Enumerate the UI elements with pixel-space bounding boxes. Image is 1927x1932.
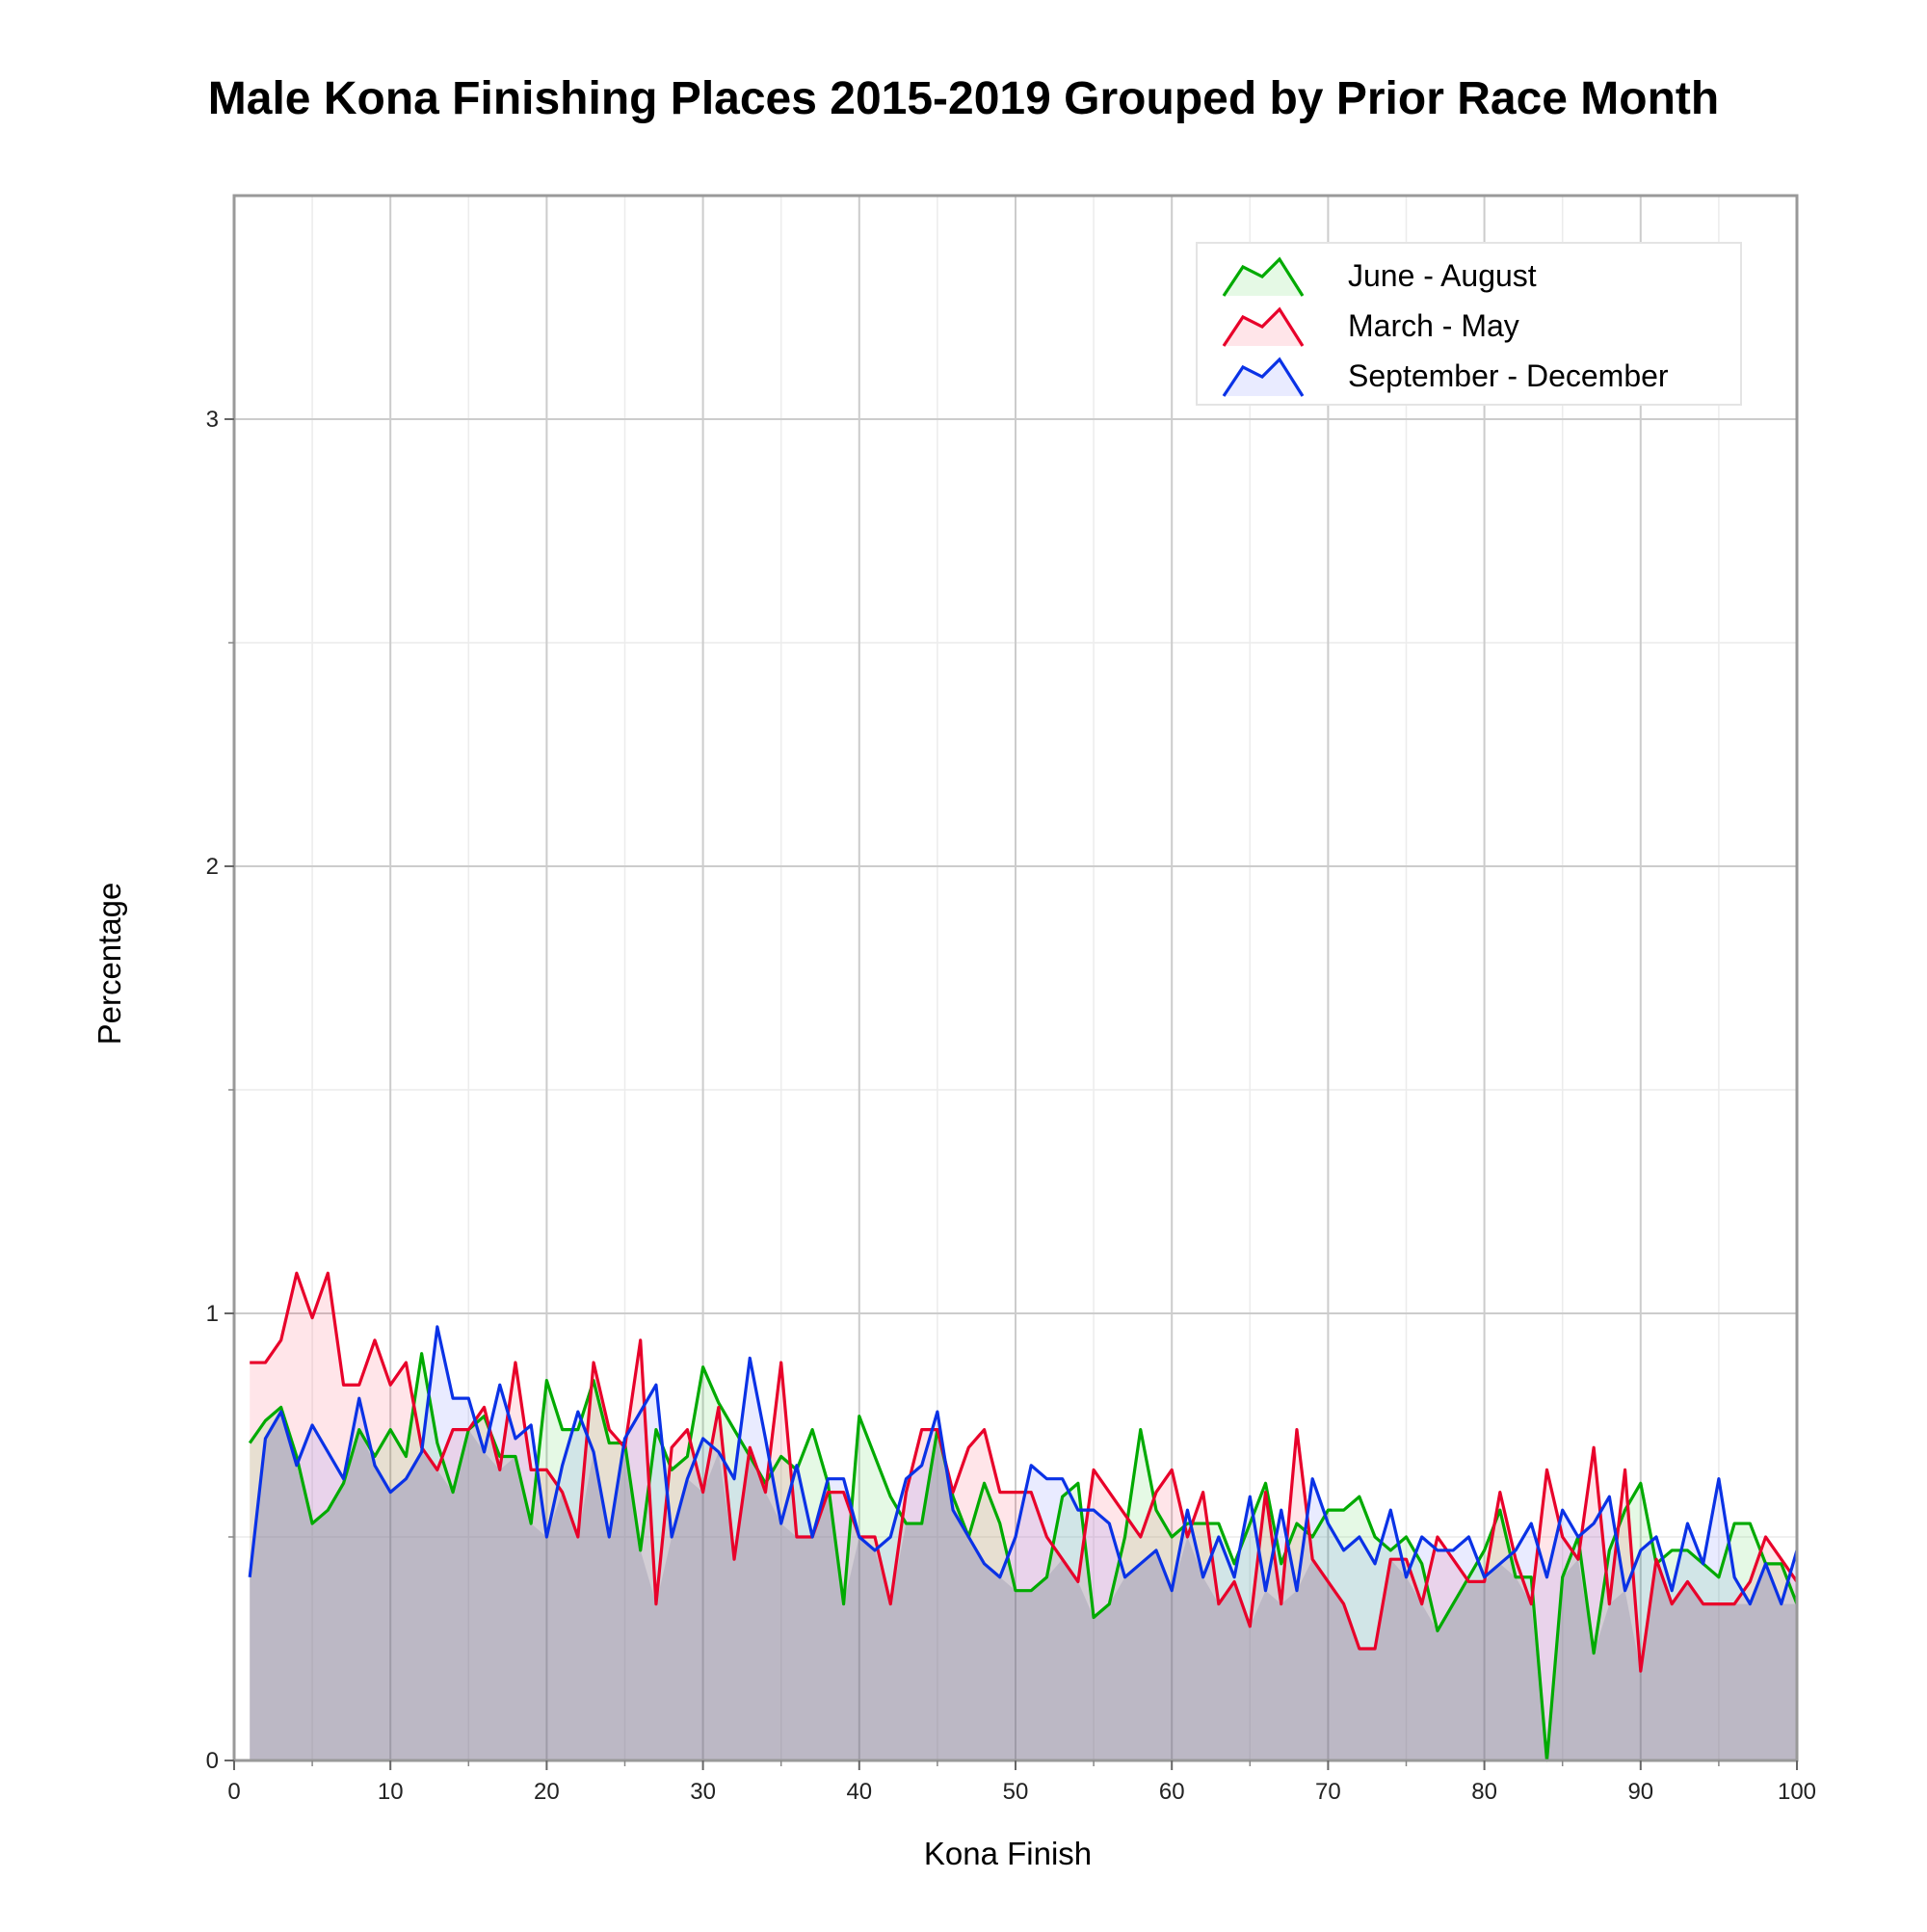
x-axis-ticks: 0 10 20 30 40 50 60 70 80 90 100 — [227, 1760, 1816, 1805]
x-tick-label: 100 — [1778, 1779, 1816, 1805]
legend-label: March - May — [1348, 308, 1519, 343]
series-lines — [248, 1271, 1799, 1762]
series-areas — [250, 1273, 1798, 1760]
y-axis-ticks: 0 1 2 3 — [206, 407, 234, 1774]
legend-label: June - August — [1348, 258, 1537, 293]
y-tick-label: 1 — [206, 1301, 219, 1327]
x-tick-label: 0 — [227, 1779, 240, 1805]
x-tick-label: 80 — [1471, 1779, 1497, 1805]
x-tick-label: 90 — [1627, 1779, 1653, 1805]
legend-label: September - December — [1348, 358, 1669, 393]
x-tick-label: 20 — [534, 1779, 560, 1805]
x-tick-label: 50 — [1003, 1779, 1029, 1805]
y-axis-label: Percentage — [92, 883, 127, 1045]
area-september-december — [250, 1326, 1798, 1760]
chart-title: Male Kona Finishing Places 2015-2019 Gro… — [208, 73, 1719, 124]
x-tick-label: 10 — [378, 1779, 404, 1805]
legend: June - August March - May September - Dece… — [1196, 242, 1742, 406]
legend-item-march-may: March - May — [1222, 306, 1519, 347]
y-tick-label: 3 — [206, 407, 219, 433]
legend-item-june-august: June - August — [1222, 256, 1537, 297]
y-tick-label: 0 — [206, 1748, 219, 1774]
line-september-december — [248, 1325, 1799, 1606]
major-grid — [234, 196, 1797, 1760]
x-tick-label: 70 — [1315, 1779, 1341, 1805]
area-march-may — [250, 1273, 1798, 1760]
x-tick-label: 30 — [690, 1779, 716, 1805]
legend-icon-line — [1222, 306, 1305, 347]
x-tick-label: 60 — [1159, 1779, 1185, 1805]
y-tick-label: 2 — [206, 854, 219, 880]
x-axis-label: Kona Finish — [924, 1836, 1092, 1871]
area-june-august — [250, 1353, 1798, 1760]
area-overlap — [250, 1412, 1798, 1760]
x-tick-label: 40 — [846, 1779, 872, 1805]
legend-icon-line — [1222, 357, 1305, 397]
line-june-august — [248, 1352, 1799, 1762]
legend-icon-line — [1222, 256, 1305, 297]
legend-item-september-december: September - December — [1222, 357, 1669, 397]
